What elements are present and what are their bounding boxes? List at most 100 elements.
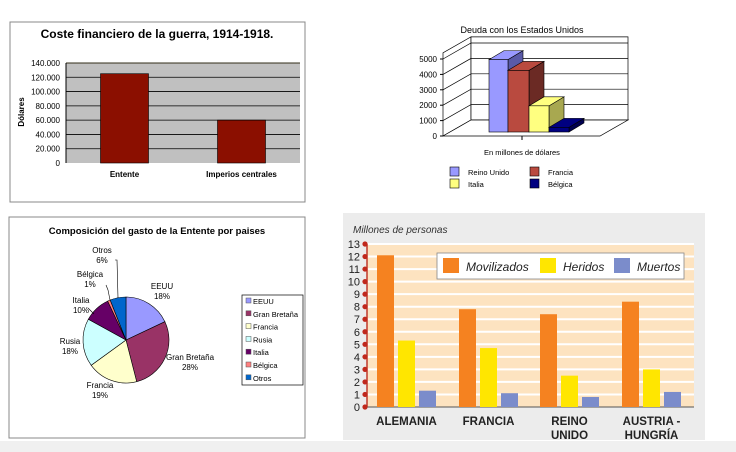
gridline [442,58,628,75]
slice-label: Otros [92,246,112,255]
y-tick-label: 1 [354,389,360,401]
pie-slice-gran-bretaña [125,321,170,383]
legend-swatch [245,297,252,304]
y-tick-label: 0 [433,132,438,141]
bar-movilizados-francia [459,309,476,407]
chart2-title: Deuda con los Estados Unidos [460,25,584,35]
y-tick-label: 120.000 [31,73,60,82]
y-tick-label: 13 [348,239,360,251]
y-tick-label: 3000 [419,86,437,95]
x-tick-label: AUSTRIA - [623,416,681,428]
legend-swatch [449,166,460,177]
y-tick-label: 2000 [419,101,437,110]
slice-pct: 19% [92,391,108,400]
y-tick-dot [362,366,368,372]
y-tick-label: 7 [354,314,360,326]
slice-label: Bélgica [77,270,104,279]
slice-label: Rusia [60,337,81,346]
y-tick-label: 80.000 [36,102,61,111]
y-tick-label: 0 [56,159,61,168]
legend-swatch [614,258,630,273]
y-tick-label: 40.000 [36,130,61,139]
x-tick-label: UNIDO [551,430,588,442]
chart1-ylabel: Dólares [17,97,26,127]
slice-label: Italia [73,296,90,305]
bar-entente [100,73,149,164]
chart2-legend: Reino Unido Francia Italia Bélgica [449,166,574,189]
legend-label: Reino Unido [468,168,509,177]
y-tick-label: 12 [348,252,360,264]
legend-swatch [245,348,252,355]
bar-imperios-centrales [217,119,266,164]
legend-label: Otros [253,374,272,383]
legend-box [241,294,304,386]
legend-box [436,252,685,280]
bar-movilizados-austria--hungría [622,301,639,407]
leader-line-belgica [105,284,111,301]
bar-muertos-francia [501,393,518,407]
chart3-title: Composición del gasto de la Entente por … [49,226,265,237]
bar-heridos-austria--hungría [643,369,660,407]
legend-label: Italia [253,348,270,357]
chart2-xlabel: En millones de dólares [484,148,560,157]
y-tick-label: 9 [354,289,360,301]
slice-pct: 18% [154,292,170,301]
bar-muertos-reino-unido [582,396,599,407]
y-tick-label: 8 [354,302,360,314]
gridline [442,73,628,91]
slice-pct: 6% [96,256,108,265]
legend-swatch [529,166,540,177]
gridline [442,88,628,106]
y-tick-dot [362,379,368,385]
chart1-title: Coste financiero de la guerra, 1914-1918… [41,27,274,41]
y-tick-label: 6 [354,327,360,339]
legend-label: Francia [253,323,279,332]
y-tick-label: 4000 [419,70,437,79]
chart4-ylabel: Millones de personas [353,225,448,236]
bar-francia [507,70,530,133]
y-tick-label: 5 [354,339,360,351]
legend-label: Italia [468,180,485,189]
chart2-plot: 0 1000 2000 3000 4000 5000 [419,36,630,141]
bar-movilizados-reino-unido [540,314,557,407]
legend-swatch [245,310,252,317]
y-tick-dot [362,329,368,335]
legend-label: Gran Bretaña [253,310,299,319]
bar-movilizados-alemania [377,255,394,407]
bar-reino-unido [488,59,509,133]
x-tick-label: ALEMANIA [376,416,437,428]
x-tick-label: HUNGRÍA [625,429,679,442]
legend-swatch [443,258,459,273]
y-tick-dot [362,341,368,347]
bar-muertos-alemania [419,390,436,407]
bar-muertos-austria--hungría [664,391,681,407]
y-tick-label: 5000 [419,55,437,64]
leader-line-italia [87,307,95,315]
legend-swatch [245,361,252,368]
y-tick-dot [362,316,368,322]
y-tick-dot [362,241,368,247]
y-tick-dot [362,266,368,272]
legend-swatch [245,374,252,381]
legend-swatch [540,258,556,273]
x-tick-label: Entente [110,170,140,179]
x-tick-label: REINO [551,416,587,428]
bar-italia [528,105,550,133]
slice-pct: 28% [182,363,198,372]
chart1-plot: 0 20.000 40.000 60.000 80.000 100.000 120.000 1… [31,59,300,179]
pie-slice-rusia [82,318,127,366]
legend-label: EEUU [253,297,274,306]
slice-pct: 10% [73,306,89,315]
y-tick-label: 10 [348,277,360,289]
legend-swatch [529,178,540,189]
y-tick-label: 3 [354,364,360,376]
legend-label: Rusia [253,335,273,344]
legend-label: Heridos [563,260,604,274]
y-tick-dot [362,404,368,410]
slice-pct: 1% [84,280,96,289]
bar-heridos-alemania [398,340,415,407]
y-tick-label: 4 [354,352,360,364]
slice-label: EEUU [151,282,173,291]
